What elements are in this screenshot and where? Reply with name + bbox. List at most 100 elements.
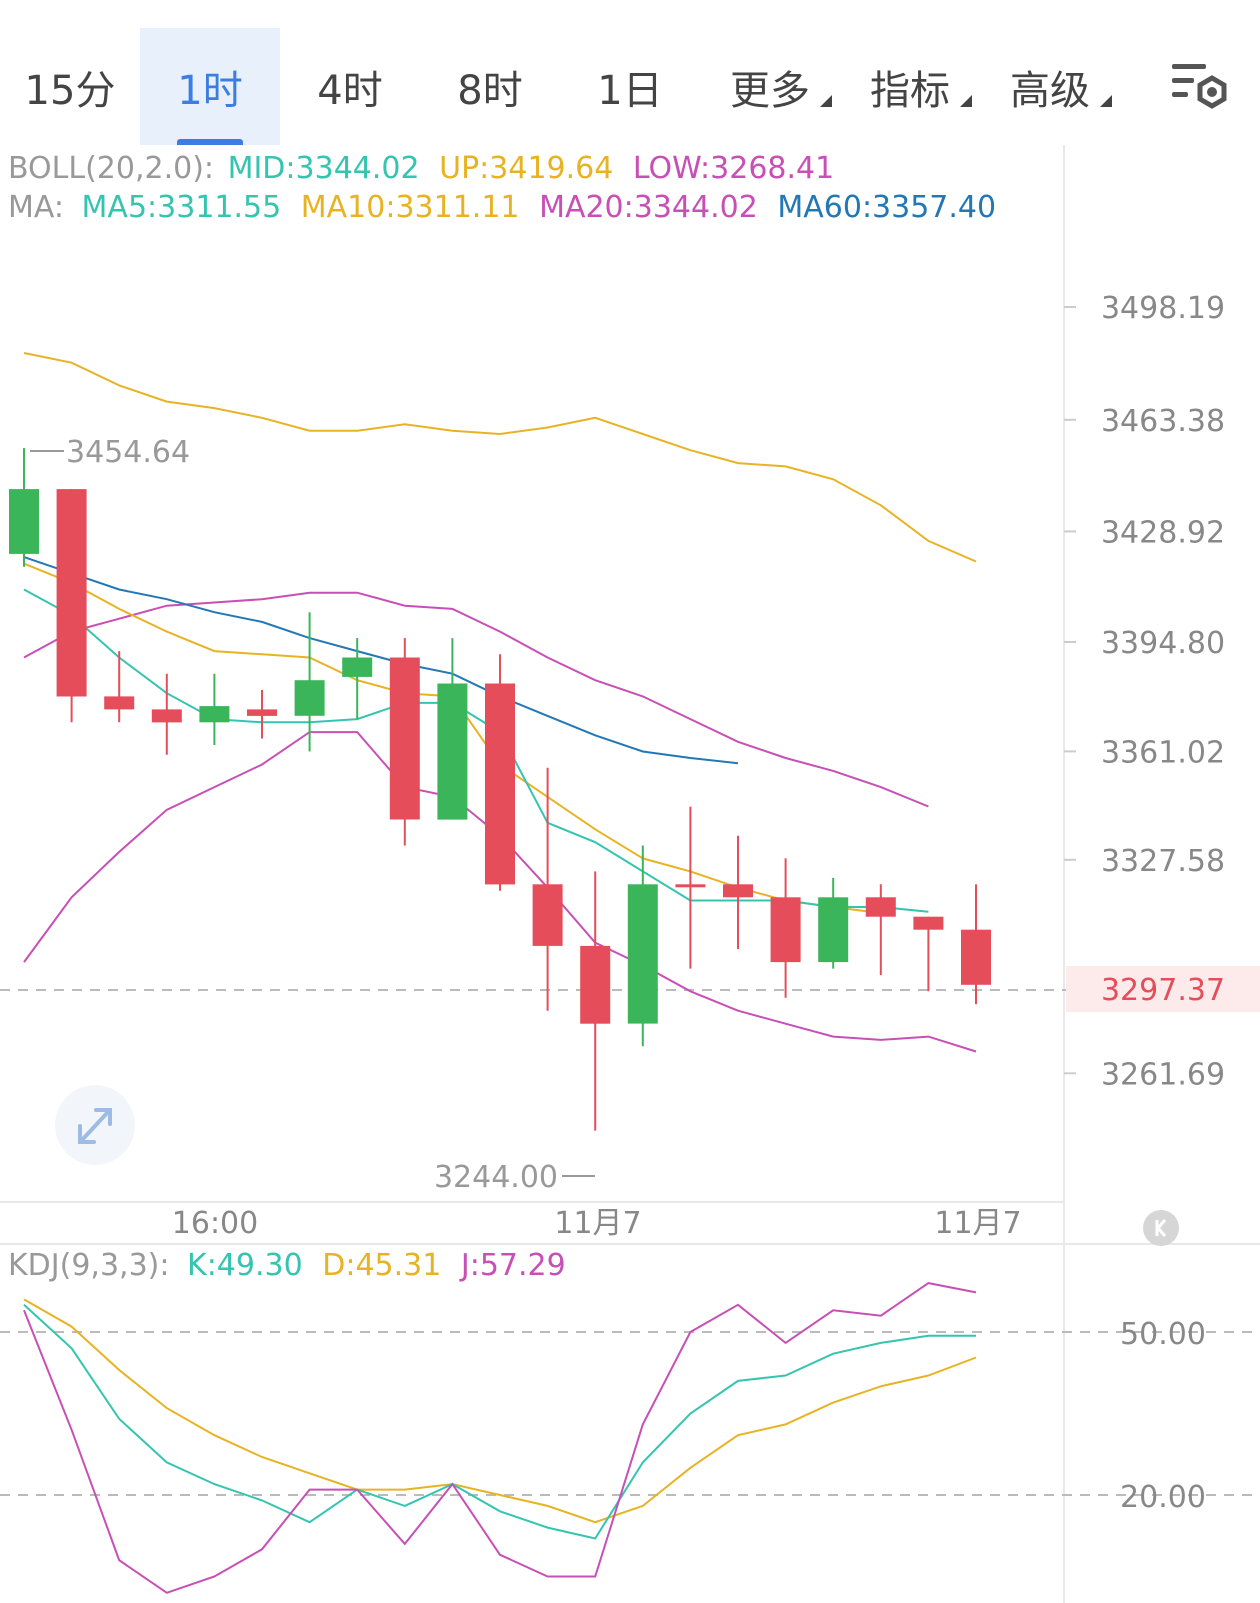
- price-tick-label: 3428.92: [1101, 515, 1225, 550]
- candle: [627, 845, 658, 1047]
- fullscreen-button[interactable]: [55, 1085, 135, 1165]
- candle-body: [485, 683, 515, 885]
- candle: [9, 448, 39, 567]
- price-tick-label: 3327.58: [1101, 844, 1225, 879]
- candle-body: [294, 680, 325, 716]
- boll-mid-ma20-line: [23, 591, 929, 808]
- candle: [913, 916, 944, 992]
- candle: [199, 673, 230, 745]
- kdj-prefix: KDJ(9,3,3):: [8, 1248, 169, 1283]
- candle: [342, 638, 373, 720]
- tab-4h[interactable]: 4时: [317, 67, 383, 114]
- candle: [961, 884, 991, 1005]
- tab-1h[interactable]: 1时: [140, 28, 280, 145]
- kdj-tick-20: 20.00: [1120, 1480, 1206, 1515]
- candle: [865, 884, 896, 976]
- candle: [770, 858, 801, 998]
- candle-body: [865, 897, 896, 917]
- tab-15min[interactable]: 15分: [24, 67, 116, 114]
- boll-prefix: BOLL(20,2.0):: [8, 151, 214, 186]
- candle-body: [56, 489, 87, 697]
- candle-body: [389, 657, 420, 820]
- dropdown-triangle-icon: [960, 95, 972, 107]
- candle: [56, 489, 87, 723]
- candle: [818, 877, 849, 969]
- boll-mid-value: MID:3344.02: [228, 151, 420, 186]
- expand-icon: [78, 1108, 112, 1144]
- candle-body: [532, 884, 563, 946]
- candle: [389, 638, 420, 846]
- candle: [532, 767, 563, 1011]
- candle-body: [627, 884, 658, 1024]
- ma60-value: MA60:3357.40: [777, 190, 996, 225]
- kdj-k-value: K:49.30: [187, 1248, 303, 1283]
- boll-up-line: [23, 352, 977, 563]
- price-axis: 3498.19 3463.38 3428.92 3394.80 3361.02 3327.…: [1101, 291, 1225, 1092]
- candle: [294, 612, 325, 752]
- kdj-j-value: J:57.29: [459, 1248, 566, 1283]
- time-label-1600: 16:00: [172, 1206, 258, 1241]
- kdj-d-value: D:45.31: [322, 1248, 441, 1283]
- candle-body: [9, 489, 39, 554]
- tab-more[interactable]: 更多: [700, 28, 840, 145]
- candle: [723, 835, 753, 950]
- ma20-value: MA20:3344.02: [539, 190, 758, 225]
- price-tick-label: 3498.19: [1101, 291, 1225, 326]
- candle-body: [437, 683, 468, 820]
- candle: [675, 806, 706, 969]
- candlesticks: [9, 448, 991, 1131]
- ma5-line: [23, 588, 929, 913]
- boll-low-value: LOW:3268.41: [633, 151, 834, 186]
- price-tick-marks: [1064, 306, 1076, 1075]
- price-tick-label: 3361.02: [1101, 735, 1225, 770]
- chart-settings-icon[interactable]: [1170, 60, 1230, 120]
- collapse-button[interactable]: [1143, 1210, 1179, 1246]
- price-tick-label: 3394.80: [1101, 626, 1225, 661]
- dropdown-triangle-icon: [820, 95, 832, 107]
- candle-body: [961, 929, 991, 985]
- candle: [247, 689, 277, 739]
- candle-body: [770, 897, 801, 963]
- kdj-j-line: [23, 1282, 977, 1594]
- candle-body: [723, 884, 753, 898]
- ma10-value: MA10:3311.11: [301, 190, 520, 225]
- candle: [437, 638, 468, 820]
- time-label-nov7-b: 11月7: [934, 1206, 1021, 1241]
- kdj-k-line: [23, 1304, 976, 1540]
- ma-prefix: MA:: [8, 190, 64, 225]
- candle: [151, 673, 182, 755]
- candle-body: [151, 709, 182, 723]
- tab-indicators[interactable]: 指标: [840, 28, 980, 145]
- boll-up-value: UP:3419.64: [439, 151, 613, 186]
- candle-body: [580, 945, 611, 1024]
- tab-8h[interactable]: 8时: [457, 67, 523, 114]
- tab-1d[interactable]: 1日: [597, 67, 663, 114]
- kdj-d-line: [23, 1298, 977, 1524]
- candle-body: [913, 916, 944, 930]
- ma5-value: MA5:3311.55: [82, 190, 282, 225]
- kdj-series: [23, 1282, 977, 1594]
- candle: [104, 651, 135, 723]
- candle-body: [247, 709, 277, 716]
- candle-body: [104, 696, 135, 710]
- candle-body: [818, 897, 849, 963]
- candle-body: [675, 884, 706, 888]
- candle: [580, 871, 611, 1131]
- low-annotation: 3244.00: [434, 1160, 558, 1195]
- kdj-tick-50: 50.00: [1120, 1317, 1206, 1352]
- candle-body: [342, 657, 373, 677]
- ma-legend: MA: MA5:3311.55 MA10:3311.11 MA20:3344.0…: [8, 190, 996, 225]
- time-label-nov7-a: 11月7: [554, 1206, 641, 1241]
- ma60-line: [23, 556, 739, 765]
- collapse-icon: [1155, 1219, 1167, 1237]
- tab-advanced[interactable]: 高级: [980, 28, 1120, 145]
- current-price-label: 3297.37: [1101, 973, 1225, 1008]
- boll-legend: BOLL(20,2.0): MID:3344.02 UP:3419.64 LOW…: [8, 151, 834, 186]
- current-price-tag: [1066, 966, 1260, 1012]
- high-annotation: 3454.64: [66, 435, 190, 470]
- candle: [485, 654, 515, 891]
- price-tick-label: 3261.69: [1101, 1057, 1225, 1092]
- price-tick-label: 3463.38: [1101, 404, 1225, 439]
- period-tab-bar: 15分 1时 4时 8时 1日 更多 指标 高级: [0, 0, 1260, 145]
